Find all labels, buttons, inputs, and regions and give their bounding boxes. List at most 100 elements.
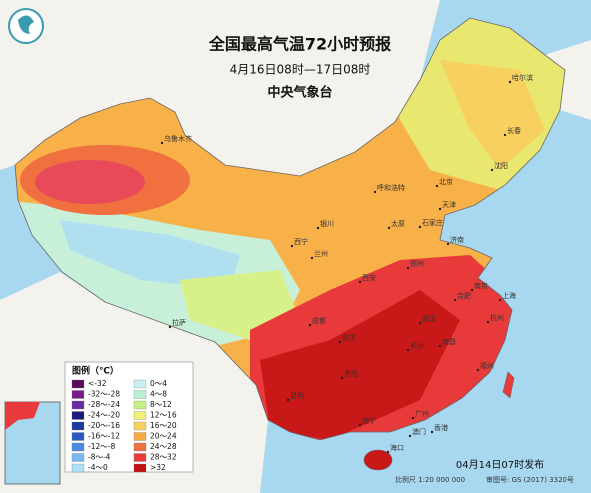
city-label: 昆明 xyxy=(290,392,304,400)
city-dot xyxy=(340,376,344,380)
city-dot xyxy=(476,368,480,372)
city-dot xyxy=(387,226,391,230)
city-label: 南京 xyxy=(474,281,488,290)
map-number: 审图号: GS (2017) 3320号 xyxy=(486,475,574,484)
zone xyxy=(60,220,240,290)
title: 全国最高气温72小时预报 xyxy=(208,35,391,54)
zone xyxy=(440,60,545,170)
city-dot xyxy=(373,190,377,194)
legend-swatch xyxy=(133,432,147,441)
city-dot xyxy=(418,321,422,325)
city-dot xyxy=(286,398,290,402)
legend-title: 图例（℃） xyxy=(72,365,119,377)
taiwan xyxy=(502,371,515,399)
city-dot xyxy=(160,141,164,145)
city-label: 乌鲁木齐 xyxy=(164,134,192,143)
city-label: 兰州 xyxy=(314,249,328,258)
city-label: 成都 xyxy=(312,316,326,325)
legend-swatch xyxy=(71,411,85,420)
city-label: 海口 xyxy=(390,443,404,452)
legend-label: 16～20 xyxy=(150,421,177,430)
legend-swatch xyxy=(133,421,147,431)
city-label: 上海 xyxy=(502,291,516,300)
legend-label: -32～-28 xyxy=(88,390,120,399)
city-dot xyxy=(418,225,422,229)
land-outside xyxy=(545,40,591,120)
city-label: 合肥 xyxy=(457,291,471,300)
legend-label: -8～-4 xyxy=(88,453,111,462)
city-label: 长春 xyxy=(507,126,521,135)
zone xyxy=(35,160,145,204)
legend-swatch xyxy=(71,390,85,399)
city-dot xyxy=(486,320,490,324)
hainan xyxy=(363,449,393,471)
agency: 中央气象台 xyxy=(267,85,332,101)
legend-swatch xyxy=(133,400,147,410)
subtitle: 4月16日08时—17日08时 xyxy=(230,63,371,77)
city-label: 澳门 xyxy=(412,427,426,436)
city-label: 福州 xyxy=(480,361,494,370)
city-label: 呼和浩特 xyxy=(377,183,405,192)
city-label: 太原 xyxy=(391,219,405,228)
legend-label: 28～32 xyxy=(150,453,177,462)
city-label: 拉萨 xyxy=(172,318,186,327)
legend-label: -28～-24 xyxy=(88,400,120,409)
city-dot xyxy=(470,288,474,292)
city-label: 长沙 xyxy=(410,341,424,350)
legend-swatch xyxy=(71,400,85,410)
city-dot xyxy=(438,344,442,348)
city-label: 香港 xyxy=(434,423,448,432)
city-dot xyxy=(498,298,502,302)
legend-label: -24～-20 xyxy=(88,411,120,420)
legend-swatch xyxy=(133,379,147,389)
legend-label: -12～-8 xyxy=(88,442,115,451)
city-dot xyxy=(435,184,439,188)
city-dot xyxy=(358,280,362,284)
city-label: 武汉 xyxy=(422,314,436,323)
city-label: 北京 xyxy=(439,177,453,186)
city-dot xyxy=(453,298,457,302)
city-dot xyxy=(411,416,415,420)
city-dot xyxy=(358,423,362,427)
city-label: 西宁 xyxy=(294,237,308,246)
legend-label: -4～0 xyxy=(88,463,108,472)
city-label: 南宁 xyxy=(362,416,376,425)
legend-label: 12～16 xyxy=(150,411,177,420)
city-label: 西安 xyxy=(362,273,376,282)
land-outside xyxy=(0,0,440,176)
city-label: 广州 xyxy=(415,409,429,418)
issued: 04月14日07时发布 xyxy=(456,458,544,471)
city-dot xyxy=(503,133,507,137)
city-label: 石家庄 xyxy=(422,218,443,227)
legend-label: <-32 xyxy=(88,379,107,388)
city-dot xyxy=(406,348,410,352)
legend-label: -20～-16 xyxy=(88,421,120,430)
legend-swatch xyxy=(133,463,147,473)
city-dot xyxy=(338,340,342,344)
legend-swatch xyxy=(133,453,147,462)
inset-land xyxy=(5,402,40,430)
city-label: 南昌 xyxy=(442,337,456,346)
city-dot xyxy=(406,266,410,270)
legend-swatch xyxy=(71,432,85,441)
city-dot xyxy=(438,207,442,211)
legend-label: 8～12 xyxy=(150,400,172,409)
legend-swatch xyxy=(71,463,85,473)
legend-label: >32 xyxy=(150,463,166,472)
city-dot xyxy=(490,168,494,172)
city-label: 银川 xyxy=(320,219,334,228)
city-dot xyxy=(310,256,314,260)
city-dot xyxy=(308,323,312,327)
city-label: 天津 xyxy=(442,201,456,209)
city-dot xyxy=(290,244,294,248)
city-label: 济南 xyxy=(450,235,464,244)
legend-label: -16～-12 xyxy=(88,432,120,441)
legend-label: 24～28 xyxy=(150,442,177,451)
legend-items: <-32-32～-28-28～-24-24～-20-20～-16-16～-12-… xyxy=(71,379,177,473)
city-dot xyxy=(446,242,450,246)
legend-label: 0～4 xyxy=(150,379,167,388)
city-label: 沈阳 xyxy=(494,161,508,170)
scale: 比例尺 1:20 000 000 xyxy=(395,475,465,484)
